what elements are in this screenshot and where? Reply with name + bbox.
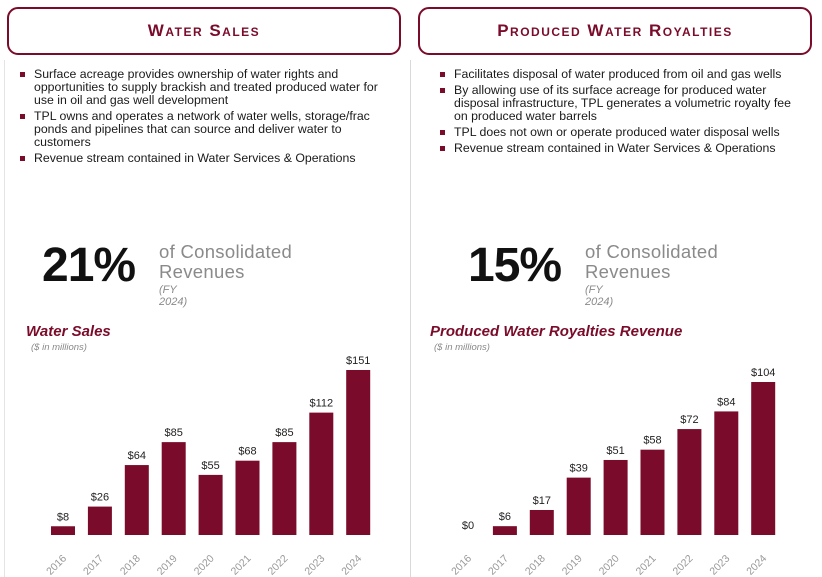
bullet-item: Facilitates disposal of water produced f… (440, 68, 800, 81)
x-tick-label: 2018 (118, 553, 143, 577)
water-sales-header: Water Sales (7, 7, 401, 55)
square-bullet-icon (440, 146, 445, 151)
bullet-item: TPL owns and operates a network of water… (20, 110, 390, 149)
bar-value-label: $39 (570, 463, 588, 475)
bullet-item: Surface acreage provides ownership of wa… (20, 68, 390, 107)
bar-value-label: $51 (606, 445, 624, 457)
bar-value-label: $85 (275, 427, 293, 439)
x-tick-label: 2022 (671, 553, 696, 577)
bar-value-label: $17 (533, 495, 551, 507)
x-tick-label: 2018 (523, 553, 548, 577)
x-tick-label: 2021 (634, 553, 659, 577)
left-edge-line (4, 60, 5, 577)
bar-2019 (161, 442, 186, 535)
square-bullet-icon (20, 72, 25, 77)
bar-2023 (309, 412, 334, 535)
x-tick-label: 2017 (81, 553, 106, 577)
x-tick-label: 2016 (44, 553, 69, 577)
bar-value-label: $26 (91, 492, 109, 504)
x-tick-label: 2016 (449, 553, 474, 577)
bar-value-label: $64 (128, 450, 146, 462)
chart-title: Water Sales (26, 323, 111, 340)
bullet-item: Revenue stream contained in Water Servic… (440, 142, 800, 155)
bar-value-label: $84 (717, 396, 735, 408)
x-tick-label: 2022 (266, 553, 291, 577)
bar-value-label: $8 (57, 511, 69, 523)
chart-unit: ($ in millions) (31, 342, 87, 353)
panel-divider (410, 60, 411, 577)
x-tick-label: 2019 (155, 553, 180, 577)
bar-2018 (124, 465, 149, 535)
x-tick-label: 2023 (302, 553, 327, 577)
bar-2016 (51, 526, 75, 535)
square-bullet-icon (440, 88, 445, 93)
bar-2022 (272, 442, 297, 535)
bar-value-label: $151 (346, 355, 370, 367)
bar-2017 (492, 526, 517, 535)
bar-value-label: $85 (165, 427, 183, 439)
produced-water-bullets: Facilitates disposal of water produced f… (440, 68, 800, 158)
water-sales-panel: Water Sales Surface acreage provides own… (0, 0, 410, 577)
square-bullet-icon (20, 156, 25, 161)
stat-period: (FY 2024) (159, 284, 188, 308)
bar-value-label: $68 (238, 446, 256, 458)
x-tick-label: 2024 (339, 553, 364, 577)
bar-2020 (198, 474, 223, 535)
bar-value-label: $0 (462, 520, 474, 532)
bar-2021 (235, 460, 260, 535)
bar-2017 (87, 506, 112, 535)
stat-value: 15% (468, 239, 562, 292)
bar-2024 (346, 370, 371, 535)
bullet-item: Revenue stream contained in Water Servic… (20, 152, 390, 165)
x-tick-label: 2017 (486, 553, 511, 577)
bar-2024 (751, 382, 776, 535)
chart-title: Produced Water Royalties Revenue (430, 323, 683, 340)
produced-water-panel: Produced Water Royalties Facilitates dis… (412, 0, 822, 577)
bullet-item: TPL does not own or operate produced wat… (440, 126, 800, 139)
produced-water-header: Produced Water Royalties (418, 7, 812, 55)
produced-water-royalties-bar-chart: $0 2016 $6 2017 $17 2018 $39 2019 $51 2020 $58 2021… (449, 367, 776, 577)
bar-2019 (566, 477, 591, 535)
bar-value-label: $6 (499, 511, 511, 523)
bar-value-label: $58 (643, 435, 661, 447)
bullet-item: By allowing use of its surface acreage f… (440, 84, 800, 123)
chart-unit: ($ in millions) (434, 342, 490, 353)
bar-value-label: $112 (309, 398, 333, 410)
x-tick-label: 2020 (192, 553, 217, 577)
square-bullet-icon (20, 114, 25, 119)
bar-2021 (640, 449, 665, 535)
bar-value-label: $55 (201, 460, 219, 472)
water-sales-bullets: Surface acreage provides ownership of wa… (20, 68, 390, 168)
x-tick-label: 2024 (744, 553, 769, 577)
bar-2020 (603, 459, 628, 535)
stat-value: 21% (42, 239, 136, 292)
x-tick-label: 2020 (597, 553, 622, 577)
stat-description: of Consolidated Revenues (159, 241, 293, 282)
water-sales-bar-chart: $8 2016 $26 2017 $64 2018 $85 2019 $55 2020 $68 202… (44, 355, 371, 577)
bar-value-label: $72 (680, 414, 698, 426)
stat-description: of Consolidated Revenues (585, 241, 719, 282)
x-tick-label: 2023 (707, 553, 732, 577)
bar-2023 (714, 411, 739, 535)
bar-value-label: $104 (751, 367, 775, 379)
x-tick-label: 2021 (229, 553, 254, 577)
x-tick-label: 2019 (560, 553, 585, 577)
square-bullet-icon (440, 72, 445, 77)
bar-2018 (529, 509, 554, 535)
bar-2022 (677, 429, 702, 535)
stat-period: (FY 2024) (585, 284, 614, 308)
square-bullet-icon (440, 130, 445, 135)
